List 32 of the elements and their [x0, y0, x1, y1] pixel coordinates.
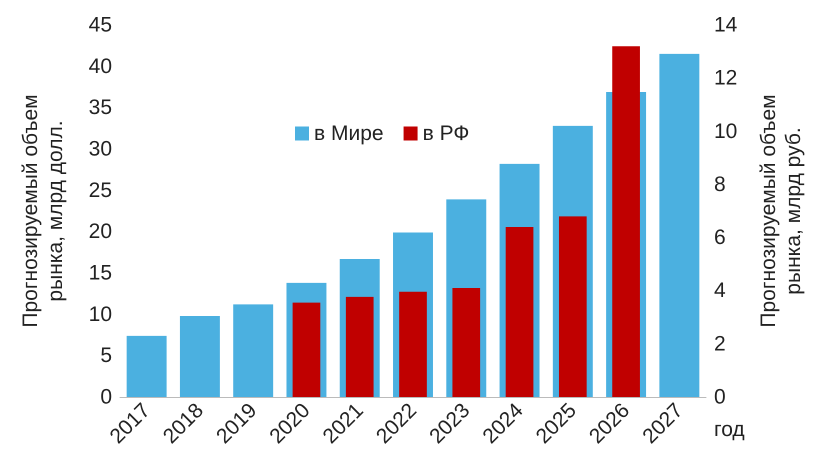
bar: [180, 316, 220, 397]
bar: [233, 304, 274, 397]
bar: [399, 292, 427, 397]
y2-tick-label: 2: [714, 332, 726, 356]
y-tick-label: 10: [88, 302, 112, 326]
y2-tick-label: 4: [714, 279, 726, 302]
y2-axis-title: Прогнозируемый объем рынка, млрд руб.: [757, 94, 805, 328]
y-tick-label: 45: [88, 14, 112, 36]
y-tick-label: 20: [88, 220, 112, 244]
x-axis-title: год: [714, 418, 745, 441]
y2-tick-label: 12: [714, 66, 738, 90]
y-tick-label: 15: [88, 262, 112, 284]
bar: [558, 216, 587, 397]
y-tick-label: 30: [88, 138, 112, 160]
y2-tick-label: 0: [714, 386, 726, 408]
y-tick-label: 35: [88, 96, 112, 120]
y-axis-title: Прогнозируемый объем рынка, млрд долл.: [19, 94, 67, 328]
y2-tick-label: 10: [714, 120, 738, 143]
bar: [452, 288, 480, 397]
y-tick-label: 40: [88, 54, 112, 78]
y-tick-label: 5: [100, 344, 112, 368]
legend-label: в Мире: [314, 122, 384, 145]
legend-label: в РФ: [422, 122, 470, 145]
bar: [346, 296, 374, 397]
y-tick-label: 0: [100, 386, 112, 408]
y-tick-label: 25: [88, 178, 112, 202]
y2-tick-label: 6: [714, 226, 726, 250]
y2-tick-label: 14: [714, 14, 738, 36]
bar: [659, 54, 700, 397]
y2-tick-label: 8: [714, 172, 726, 196]
bar: [506, 226, 534, 397]
bar: [126, 336, 167, 397]
